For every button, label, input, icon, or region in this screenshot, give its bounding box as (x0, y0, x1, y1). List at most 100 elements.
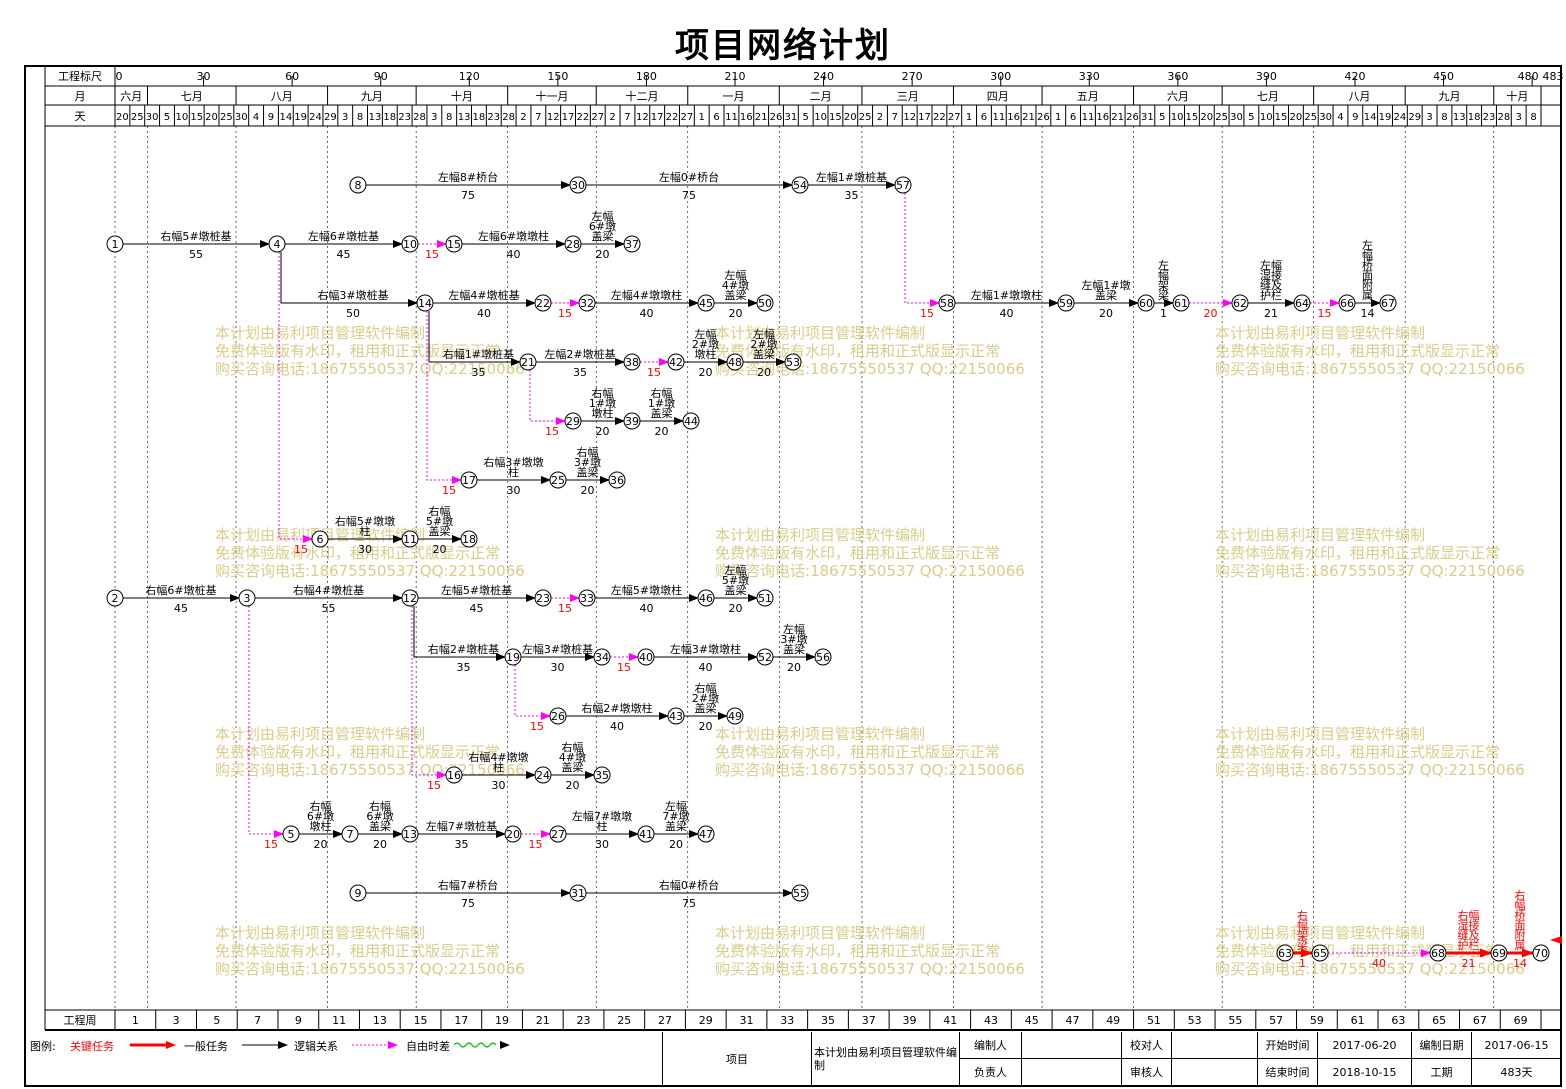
event-node-number: 12 (403, 592, 417, 605)
event-node (1490, 944, 1508, 962)
day-number: 8 (1441, 112, 1447, 123)
event-node (519, 353, 537, 371)
watermark-text: 本计划由易利项目管理软件编制 (715, 924, 925, 942)
task-label: 面 (1362, 269, 1373, 282)
event-node-number: 22 (536, 297, 550, 310)
event-node (1057, 294, 1075, 312)
event-node-number: 6 (317, 533, 324, 546)
event-node-number: 65 (1313, 947, 1327, 960)
day-number: 20 (205, 112, 218, 123)
prepared-by-label: 编制人 (960, 1032, 1022, 1059)
watermark-text: 免费体验版有水印，租用和正式版显示正常 (715, 342, 1000, 360)
date-value: 2017-06-15 (1472, 1032, 1562, 1059)
task-duration: 20 (1099, 307, 1113, 320)
legend-slack-label: 自由时差 (406, 1040, 450, 1053)
task-arrow (428, 311, 521, 366)
day-number: 13 (458, 112, 471, 123)
month-name: 二月 (810, 90, 832, 103)
day-number: 11 (1082, 112, 1095, 123)
week-number: 31 (740, 1014, 754, 1027)
event-node-number: 21 (521, 356, 535, 369)
task-label: 柱 (508, 465, 519, 479)
watermark-text: 购买咨询电话:18675550537 QQ:22150066 (715, 562, 1025, 580)
event-node-number: 5 (288, 828, 295, 841)
task-label: 盖梁 (429, 524, 451, 538)
day-number: 1 (1055, 112, 1061, 123)
event-node-number: 25 (551, 474, 565, 487)
start-label: 开始时间 (1258, 1032, 1318, 1059)
event-node (1231, 294, 1249, 312)
watermark-text: 免费体验版有水印，租用和正式版显示正常 (1215, 342, 1500, 360)
event-node-number: 31 (571, 887, 585, 900)
task-label: 左幅6#墩桩基 (308, 229, 379, 243)
day-number: 9 (268, 112, 274, 123)
event-node-number: 42 (669, 356, 683, 369)
month-name: 六月 (1167, 90, 1189, 103)
event-node (445, 766, 463, 784)
task-label: 左幅1#墩 (1081, 278, 1130, 292)
event-node (1276, 944, 1294, 962)
watermark-text: 本计划由易利项目管理软件编制 (715, 526, 925, 544)
day-number: 17 (651, 112, 664, 123)
responsible-value (1022, 1059, 1122, 1086)
event-node (401, 530, 419, 548)
watermark-text: 本计划由易利项目管理软件编制 (715, 725, 925, 743)
event-node-number: 66 (1340, 297, 1354, 310)
task-duration: 20 (729, 307, 743, 320)
outer-frame (24, 65, 1562, 1087)
task-duration: 35 (845, 189, 859, 202)
day-number: 27 (948, 112, 961, 123)
event-node-number: 33 (580, 592, 594, 605)
task-label: 2#墩 (692, 691, 719, 705)
watermark-text: 本计划由易利项目管理软件编制 (1215, 725, 1425, 743)
task-duration: 20 (596, 425, 610, 438)
task-label: 2#墩 (750, 337, 777, 351)
event-node-number: 58 (940, 297, 954, 310)
week-number: 65 (1432, 1014, 1446, 1027)
checked-by-value (1172, 1032, 1258, 1059)
task-duration: 50 (346, 307, 360, 320)
event-node-number: 63 (1278, 947, 1292, 960)
free-float-link (904, 193, 940, 307)
day-number: 9 (1352, 112, 1358, 123)
event-node-number: 3 (244, 592, 251, 605)
task-label: 湿接 (1458, 919, 1480, 932)
task-duration: 75 (461, 897, 475, 910)
task-duration: 20 (787, 661, 801, 674)
day-number: 11 (725, 112, 738, 123)
month-name: 十月 (1506, 89, 1528, 103)
month-name: 三月 (897, 90, 919, 103)
legend-critical-arrow-icon (130, 1041, 176, 1049)
event-node-number: 55 (793, 887, 807, 900)
week-number: 59 (1310, 1014, 1324, 1027)
day-number: 3 (1426, 112, 1432, 123)
task-duration: 20 (757, 366, 771, 379)
event-node (504, 648, 522, 666)
day-number: 8 (357, 112, 363, 123)
day-number: 26 (1037, 112, 1050, 123)
event-node (401, 589, 419, 607)
day-number: 3 (431, 112, 437, 123)
event-node (756, 648, 774, 666)
week-number: 67 (1473, 1014, 1487, 1027)
event-node (549, 707, 567, 725)
task-label: 右幅5#墩墩 (335, 514, 395, 528)
day-number: 4 (253, 112, 259, 123)
week-number: 55 (1228, 1014, 1242, 1027)
event-node (549, 471, 567, 489)
reviewed-by-label: 审核人 (1122, 1059, 1172, 1086)
task-duration: 30 (551, 661, 565, 674)
day-number: 22 (577, 112, 590, 123)
day-number: 30 (1230, 112, 1243, 123)
task-label: 4#墩 (559, 750, 586, 764)
legend: 图例: 关键任务 一般任务 逻辑关系 自由时差 (26, 1032, 662, 1086)
event-node (814, 648, 832, 666)
event-node (756, 294, 774, 312)
day-number: 3 (1516, 112, 1522, 123)
task-duration: 20 (566, 779, 580, 792)
project-label: 项目 (662, 1032, 812, 1086)
task-label: 2#墩 (692, 337, 719, 351)
event-node (349, 176, 367, 194)
day-number: 10 (1260, 112, 1273, 123)
task-label: 架 (1297, 929, 1308, 942)
